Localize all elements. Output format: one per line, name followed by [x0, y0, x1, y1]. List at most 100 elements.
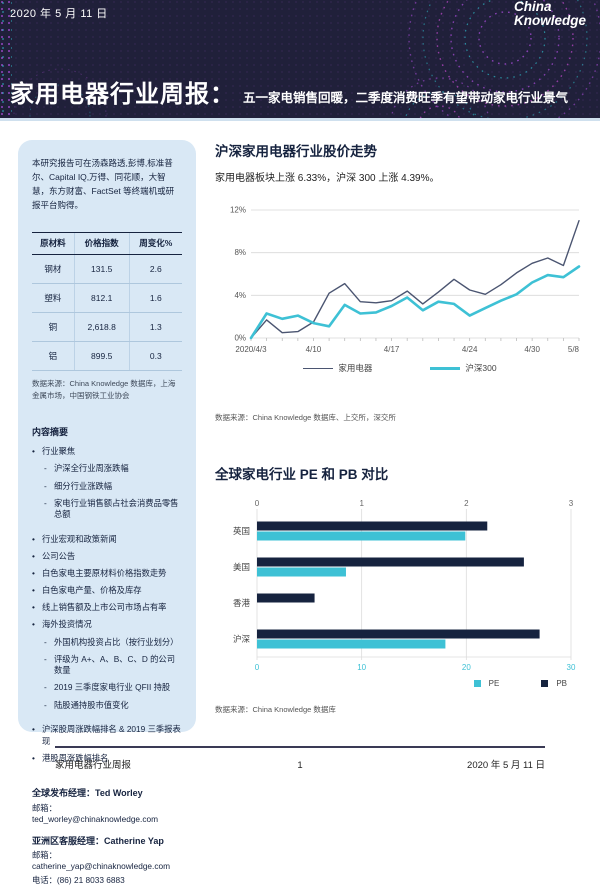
list-item: 细分行业涨跌幅 [32, 481, 182, 493]
section2-title: 全球家电行业 PE 和 PB 对比 [215, 467, 389, 482]
contact-block: 全球发布经理：Ted Worley 邮箱：ted_worley@chinaknow… [32, 786, 182, 886]
stock-price-line-chart: 0% 4% 8% 12% 2020/4/3 4/10 4/17 4/24 4/30 5/8 [230, 206, 581, 354]
weekly-change-cell: 1.3 [128, 312, 182, 343]
material-name-cell: 钢材 [32, 254, 75, 285]
svg-text:4%: 4% [234, 291, 246, 300]
left-sidebar-panel: 本研究报告可在汤森路透,彭博,标准普尔、Capital IQ,万得、同花顺，大智… [18, 140, 196, 885]
line-chart-legend: 家用电器 沪深300 [215, 362, 585, 374]
list-item: 外国机构投资占比（按行业划分） [32, 637, 182, 649]
report-header: 2020 年 5 月 11 日 China Knowledge 家用电器行业周报… [0, 0, 600, 121]
list-item: 2019 三季度家电行业 QFII 持股 [32, 682, 182, 694]
footer-report-name: 家用电器行业周报 [55, 760, 132, 771]
svg-text:20: 20 [462, 663, 471, 672]
list-item: 海外投资情况 [32, 619, 182, 631]
section1-subtitle: 家用电器板块上涨 6.33%，沪深 300 上涨 4.39%。 [215, 173, 440, 184]
svg-text:香港: 香港 [233, 598, 251, 608]
section2-source-note: 数据来源：China Knowledge 数据库 [215, 705, 336, 714]
pe-square-swatch-icon [473, 680, 481, 687]
table-header-cell: 周变化% [128, 232, 182, 256]
list-item: 公司公告 [32, 551, 182, 563]
legend-item-appliance: 家用电器 [303, 362, 372, 374]
list-item: 线上销售额及上市公司市场占有率 [32, 602, 182, 614]
svg-text:沪深: 沪深 [233, 634, 251, 644]
teal-line-swatch-icon [430, 366, 461, 370]
svg-text:英国: 英国 [233, 526, 250, 536]
weekly-change-cell: 2.6 [128, 254, 182, 285]
svg-text:8%: 8% [234, 248, 246, 257]
table-source-note: 数据来源：China Knowledge 数据库，上海金属市场，中国钢铁工业协会 [32, 379, 176, 400]
table-row: 塑料 812.1 1.6 [32, 283, 182, 314]
legend-item-csi300: 沪深300 [430, 362, 497, 374]
price-index-cell: 812.1 [73, 283, 130, 314]
price-index-cell: 899.5 [73, 341, 130, 372]
logo-line-2: Knowledge [513, 12, 586, 28]
main-content-column: 沪深家用电器行业股价走势 家用电器板块上涨 6.33%，沪深 300 上涨 4.… [215, 140, 585, 715]
page-title: 家用电器行业周报： [10, 81, 235, 108]
list-item: 评级为 A+、A、B、C、D 的公司数量 [32, 654, 182, 677]
contact-line: 邮箱：catherine_yap@chinaknowledge.com [32, 850, 171, 872]
svg-text:美国: 美国 [233, 562, 250, 572]
table-row: 钢材 131.5 2.6 [32, 254, 182, 285]
section1-title: 沪深家用电器行业股价走势 [215, 144, 377, 159]
svg-text:4/17: 4/17 [384, 345, 400, 354]
contact-line: 邮箱：ted_worley@chinaknowledge.com [32, 802, 159, 824]
contact-line: 电话：(86) 21 8033 6883 [32, 874, 125, 885]
pb-square-swatch-icon [541, 680, 549, 687]
logo-line-1: China [513, 0, 552, 14]
svg-text:10: 10 [357, 663, 366, 672]
legend-label: PE [488, 679, 500, 688]
legend-item-pb: PB [541, 679, 567, 688]
legend-label: PB [556, 679, 567, 688]
legend-item-pe: PE [473, 679, 500, 688]
material-name-cell: 铝 [32, 341, 75, 372]
table-header-row: 原材料 价格指数 周变化% [32, 232, 182, 256]
svg-text:2: 2 [464, 499, 469, 508]
contact-line: 亚洲区客服经理：Catherine Yap [32, 835, 164, 846]
svg-text:0: 0 [255, 663, 260, 672]
svg-text:0: 0 [255, 499, 260, 508]
contact-line: 全球发布经理：Ted Worley [32, 788, 143, 799]
list-item: 白色家电产量、价格及库存 [32, 585, 182, 597]
footer-date: 2020 年 5 月 11 日 [467, 760, 546, 771]
material-name-cell: 铜 [32, 312, 75, 343]
section1-source-note: 数据来源：China Knowledge 数据库、上交所，深交所 [215, 413, 396, 422]
table-header-cell: 原材料 [32, 232, 75, 256]
list-item: 沪深股周涨跌幅排名 & 2019 三季报表现 [32, 724, 182, 747]
list-item: 行业宏观和政策新闻 [32, 534, 182, 546]
svg-text:3: 3 [569, 499, 574, 508]
svg-text:1: 1 [359, 499, 364, 508]
legend-label: 家用电器 [338, 363, 373, 373]
svg-text:0%: 0% [234, 334, 246, 343]
svg-text:30: 30 [567, 663, 576, 672]
content-summary-list: 行业聚焦沪深全行业周涨跌幅细分行业涨跌幅家电行业销售额占社会消费品零售总额行业宏… [32, 446, 182, 764]
weekly-change-cell: 0.3 [128, 341, 182, 372]
svg-text:5/8: 5/8 [568, 345, 580, 354]
list-item: 沪深全行业周涨跌幅 [32, 463, 182, 475]
content-summary-heading: 内容摘要 [32, 427, 69, 438]
report-date: 2020 年 5 月 11 日 [10, 8, 108, 20]
price-index-cell: 2,618.8 [73, 312, 130, 343]
list-item: 港股周涨跌幅排名 [32, 753, 182, 765]
china-knowledge-logo: China Knowledge [514, 0, 586, 28]
svg-text:12%: 12% [230, 206, 246, 215]
raw-materials-table: 原材料 价格指数 周变化% 钢材 131.5 2.6 塑料 812.1 1.6 铜 … [32, 232, 182, 372]
table-row: 铝 899.5 0.3 [32, 341, 182, 372]
bar-chart-legend: PE PB [215, 679, 585, 688]
list-item: 行业聚焦 [32, 446, 182, 458]
dark-line-swatch-icon [303, 367, 334, 369]
footer-page-number: 1 [297, 760, 303, 771]
svg-text:4/24: 4/24 [462, 345, 478, 354]
availability-note: 本研究报告可在汤森路透,彭博,标准普尔、Capital IQ,万得、同花顺，大智… [32, 158, 175, 211]
svg-text:4/10: 4/10 [306, 345, 322, 354]
list-item: 陆股通持股市值变化 [32, 700, 182, 712]
weekly-change-cell: 1.6 [128, 283, 182, 314]
page-footer: 家用电器行业周报 1 2020 年 5 月 11 日 [55, 746, 545, 771]
price-index-cell: 131.5 [73, 254, 130, 285]
svg-text:4/30: 4/30 [524, 345, 540, 354]
svg-text:2020/4/3: 2020/4/3 [235, 345, 267, 354]
material-name-cell: 塑料 [32, 283, 75, 314]
table-row: 铜 2,618.8 1.3 [32, 312, 182, 343]
list-item: 家电行业销售额占社会消费品零售总额 [32, 498, 182, 521]
table-header-cell: 价格指数 [73, 232, 130, 256]
